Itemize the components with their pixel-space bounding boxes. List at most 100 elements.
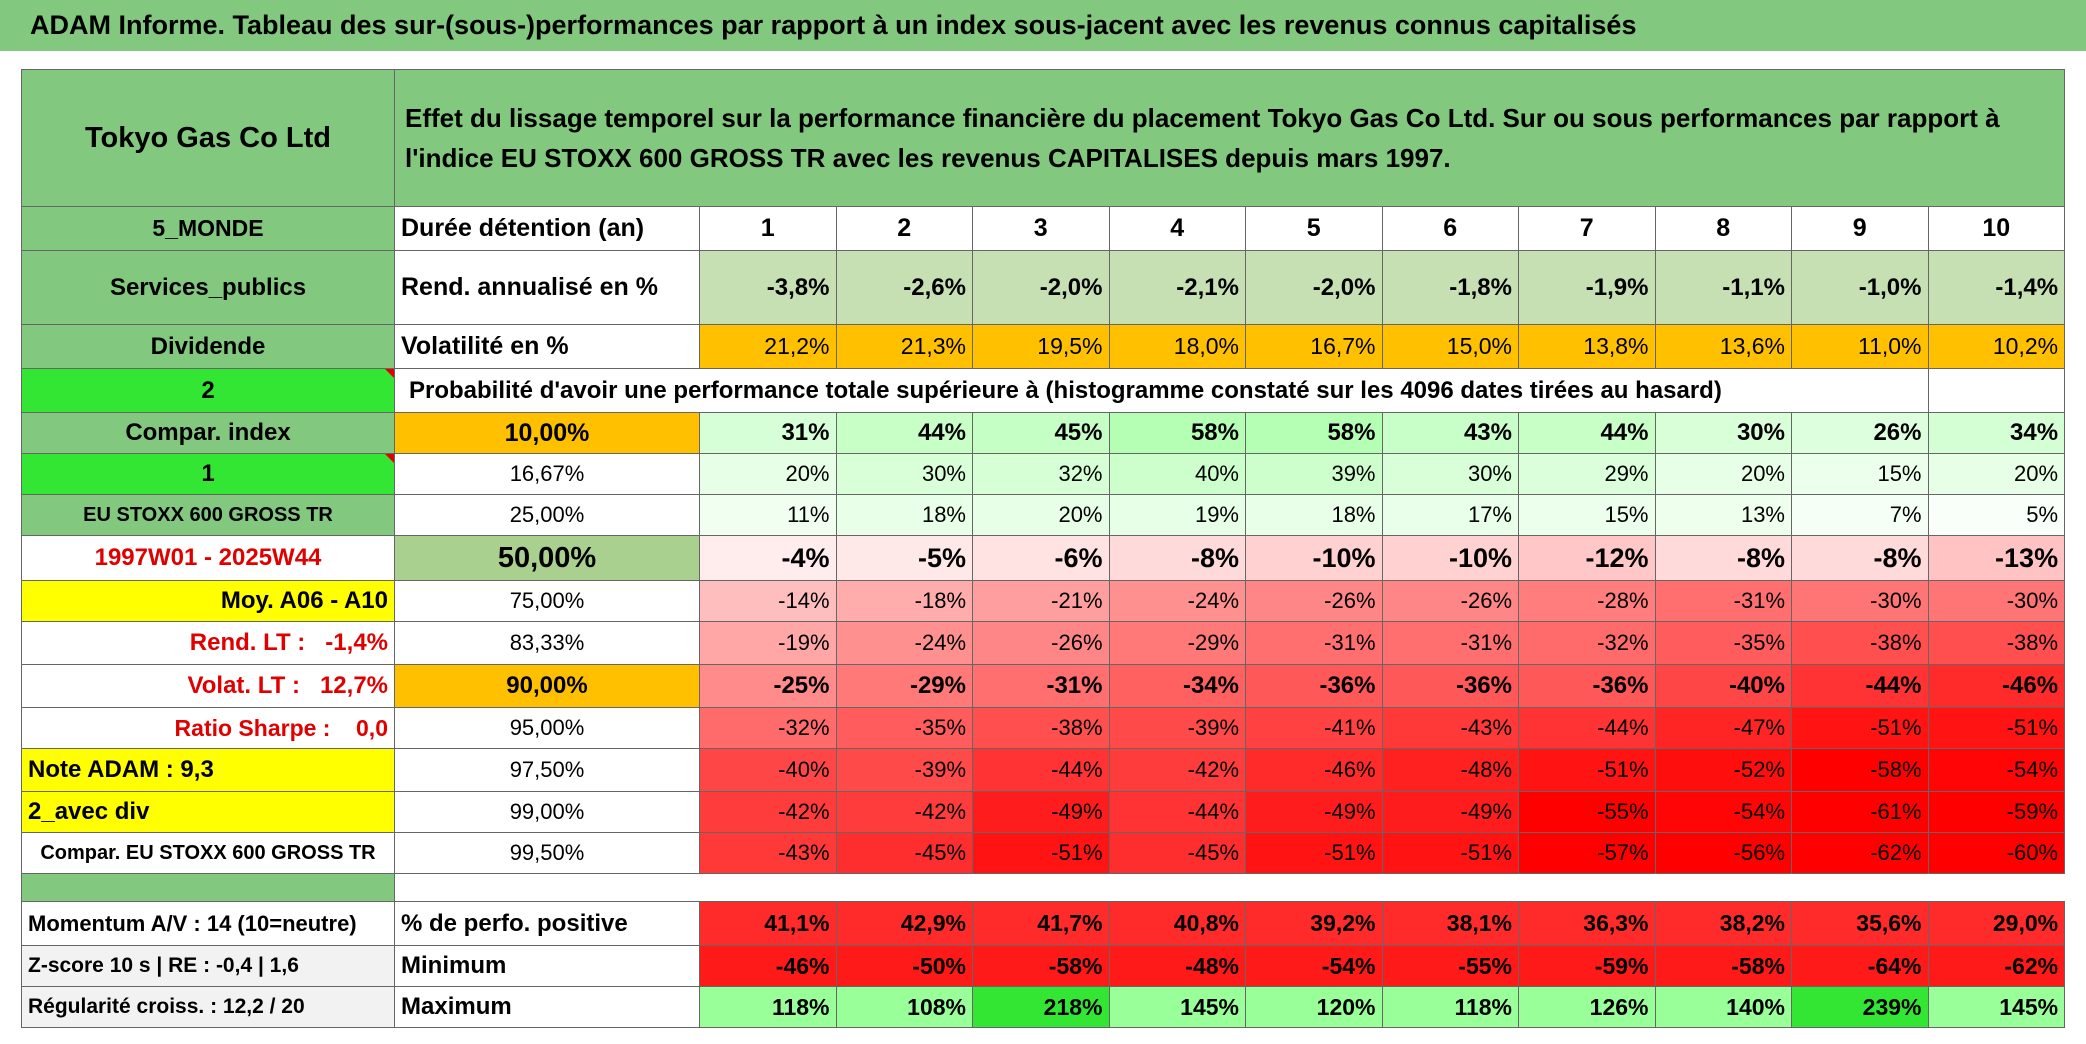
value-cell: -30%	[1927, 580, 2066, 622]
value-cell: -21%	[972, 580, 1110, 622]
value-cell: -56%	[1654, 832, 1792, 874]
value-cell: -31%	[972, 664, 1110, 708]
row-label: Régularité croiss. : 12,2 / 20	[21, 986, 395, 1028]
row-label: Compar. index	[21, 412, 395, 454]
value-cell: -32%	[1518, 621, 1656, 665]
value-cell: -51%	[1518, 748, 1656, 792]
row-header: 83,33%	[394, 621, 700, 665]
value-cell: -60%	[1927, 832, 2066, 874]
value-cell: -59%	[1518, 945, 1656, 987]
value-cell: -18%	[835, 580, 973, 622]
value-cell: -26%	[972, 621, 1110, 665]
row-header: Durée détention (an)	[394, 206, 700, 251]
value-cell: 108%	[835, 986, 973, 1028]
value-cell: 41,1%	[699, 901, 837, 946]
company-name: Tokyo Gas Co Ltd	[21, 69, 395, 207]
column-header: 2	[835, 206, 973, 251]
value-cell: -38%	[1791, 621, 1929, 665]
empty-cell	[1927, 368, 2066, 413]
value-cell: 38,1%	[1381, 901, 1519, 946]
value-cell: 40,8%	[1108, 901, 1246, 946]
value-cell: -26%	[1381, 580, 1519, 622]
value-cell: -52%	[1654, 748, 1792, 792]
value-cell: -12%	[1518, 535, 1656, 581]
value-cell: -29%	[1108, 621, 1246, 665]
value-cell: -51%	[972, 832, 1110, 874]
table-row: Volat. LT : 12,7% 90,00% -25% -29% -31% -34% -…	[21, 664, 2066, 708]
value-cell: -1,4%	[1927, 250, 2066, 325]
row-header: 25,00%	[394, 494, 700, 536]
value-cell: -51%	[1245, 832, 1383, 874]
value-cell: -36%	[1245, 664, 1383, 708]
report-title: ADAM Informe. Tableau des sur-(sous-)per…	[0, 0, 2086, 51]
row-label: Ratio Sharpe : 0,0	[21, 707, 395, 749]
value-cell: -24%	[1108, 580, 1246, 622]
value-cell: -44%	[972, 748, 1110, 792]
row-header: 95,00%	[394, 707, 700, 749]
value-cell: -32%	[699, 707, 837, 749]
row-label: Services_publics	[21, 250, 395, 325]
value-cell: -35%	[1654, 621, 1792, 665]
value-cell: -5%	[835, 535, 973, 581]
value-cell: -48%	[1108, 945, 1246, 987]
value-cell: -40%	[1654, 664, 1792, 708]
value-cell: 120%	[1245, 986, 1383, 1028]
value-cell: 11,0%	[1791, 324, 1929, 369]
value-cell: 13,6%	[1654, 324, 1792, 369]
value-cell: 58%	[1108, 412, 1246, 454]
value-cell: 41,7%	[972, 901, 1110, 946]
performance-table: Tokyo Gas Co Ltd Effet du lissage tempor…	[21, 69, 2066, 1028]
value-cell: -1,1%	[1654, 250, 1792, 325]
row-label: Rend. LT : -1,4%	[21, 621, 395, 665]
value-cell: 218%	[972, 986, 1110, 1028]
table-row: Services_publics Rend. annualisé en % -3,8…	[21, 250, 2066, 325]
row-label: Note ADAM : 9,3	[21, 748, 395, 792]
value-cell: 15%	[1518, 494, 1656, 536]
table-row: 5_MONDE Durée détention (an) 1 2 3 4 5 6 7 8 9 10	[21, 206, 2066, 251]
row-header: 16,67%	[394, 453, 700, 495]
column-header: 4	[1108, 206, 1246, 251]
value-cell: 44%	[835, 412, 973, 454]
value-cell: -40%	[699, 748, 837, 792]
row-label: EU STOXX 600 GROSS TR	[21, 494, 395, 536]
row-label: 2	[21, 368, 395, 413]
table-row: Compar. EU STOXX 600 GROSS TR 99,50% -43% -…	[21, 832, 2066, 874]
value-cell: -48%	[1381, 748, 1519, 792]
value-cell: 10,2%	[1927, 324, 2066, 369]
value-cell: -61%	[1791, 791, 1929, 833]
row-header: 10,00%	[394, 412, 700, 454]
value-cell: 140%	[1654, 986, 1792, 1028]
column-header: 7	[1518, 206, 1656, 251]
value-cell: 39%	[1245, 453, 1383, 495]
value-cell: -47%	[1654, 707, 1792, 749]
value-cell: -28%	[1518, 580, 1656, 622]
row-header: 90,00%	[394, 664, 700, 708]
value-cell: 13%	[1654, 494, 1792, 536]
value-cell: 5%	[1927, 494, 2066, 536]
value-cell: -43%	[699, 832, 837, 874]
value-cell: -31%	[1654, 580, 1792, 622]
value-cell: 39,2%	[1245, 901, 1383, 946]
value-cell: -46%	[699, 945, 837, 987]
value-cell: -2,1%	[1108, 250, 1246, 325]
value-cell: 58%	[1245, 412, 1383, 454]
value-cell: 29,0%	[1927, 901, 2066, 946]
value-cell: -51%	[1791, 707, 1929, 749]
table-row: Z-score 10 s | RE : -0,4 | 1,6 Minimum -46…	[21, 945, 2066, 987]
value-cell: -35%	[835, 707, 973, 749]
value-cell: 31%	[699, 412, 837, 454]
row-label: Z-score 10 s | RE : -0,4 | 1,6	[21, 945, 395, 987]
value-cell: -38%	[972, 707, 1110, 749]
value-cell: 26%	[1791, 412, 1929, 454]
row-header: Rend. annualisé en %	[394, 250, 700, 325]
row-label: Moy. A06 - A10	[21, 580, 395, 622]
value-cell: -54%	[1654, 791, 1792, 833]
row-header: 50,00%	[394, 535, 700, 581]
value-cell: -54%	[1245, 945, 1383, 987]
value-cell: -51%	[1381, 832, 1519, 874]
column-header: 8	[1654, 206, 1792, 251]
row-label: 1997W01 - 2025W44	[21, 535, 395, 581]
value-cell: -1,0%	[1791, 250, 1929, 325]
description: Effet du lissage temporel sur la perform…	[393, 69, 2066, 207]
